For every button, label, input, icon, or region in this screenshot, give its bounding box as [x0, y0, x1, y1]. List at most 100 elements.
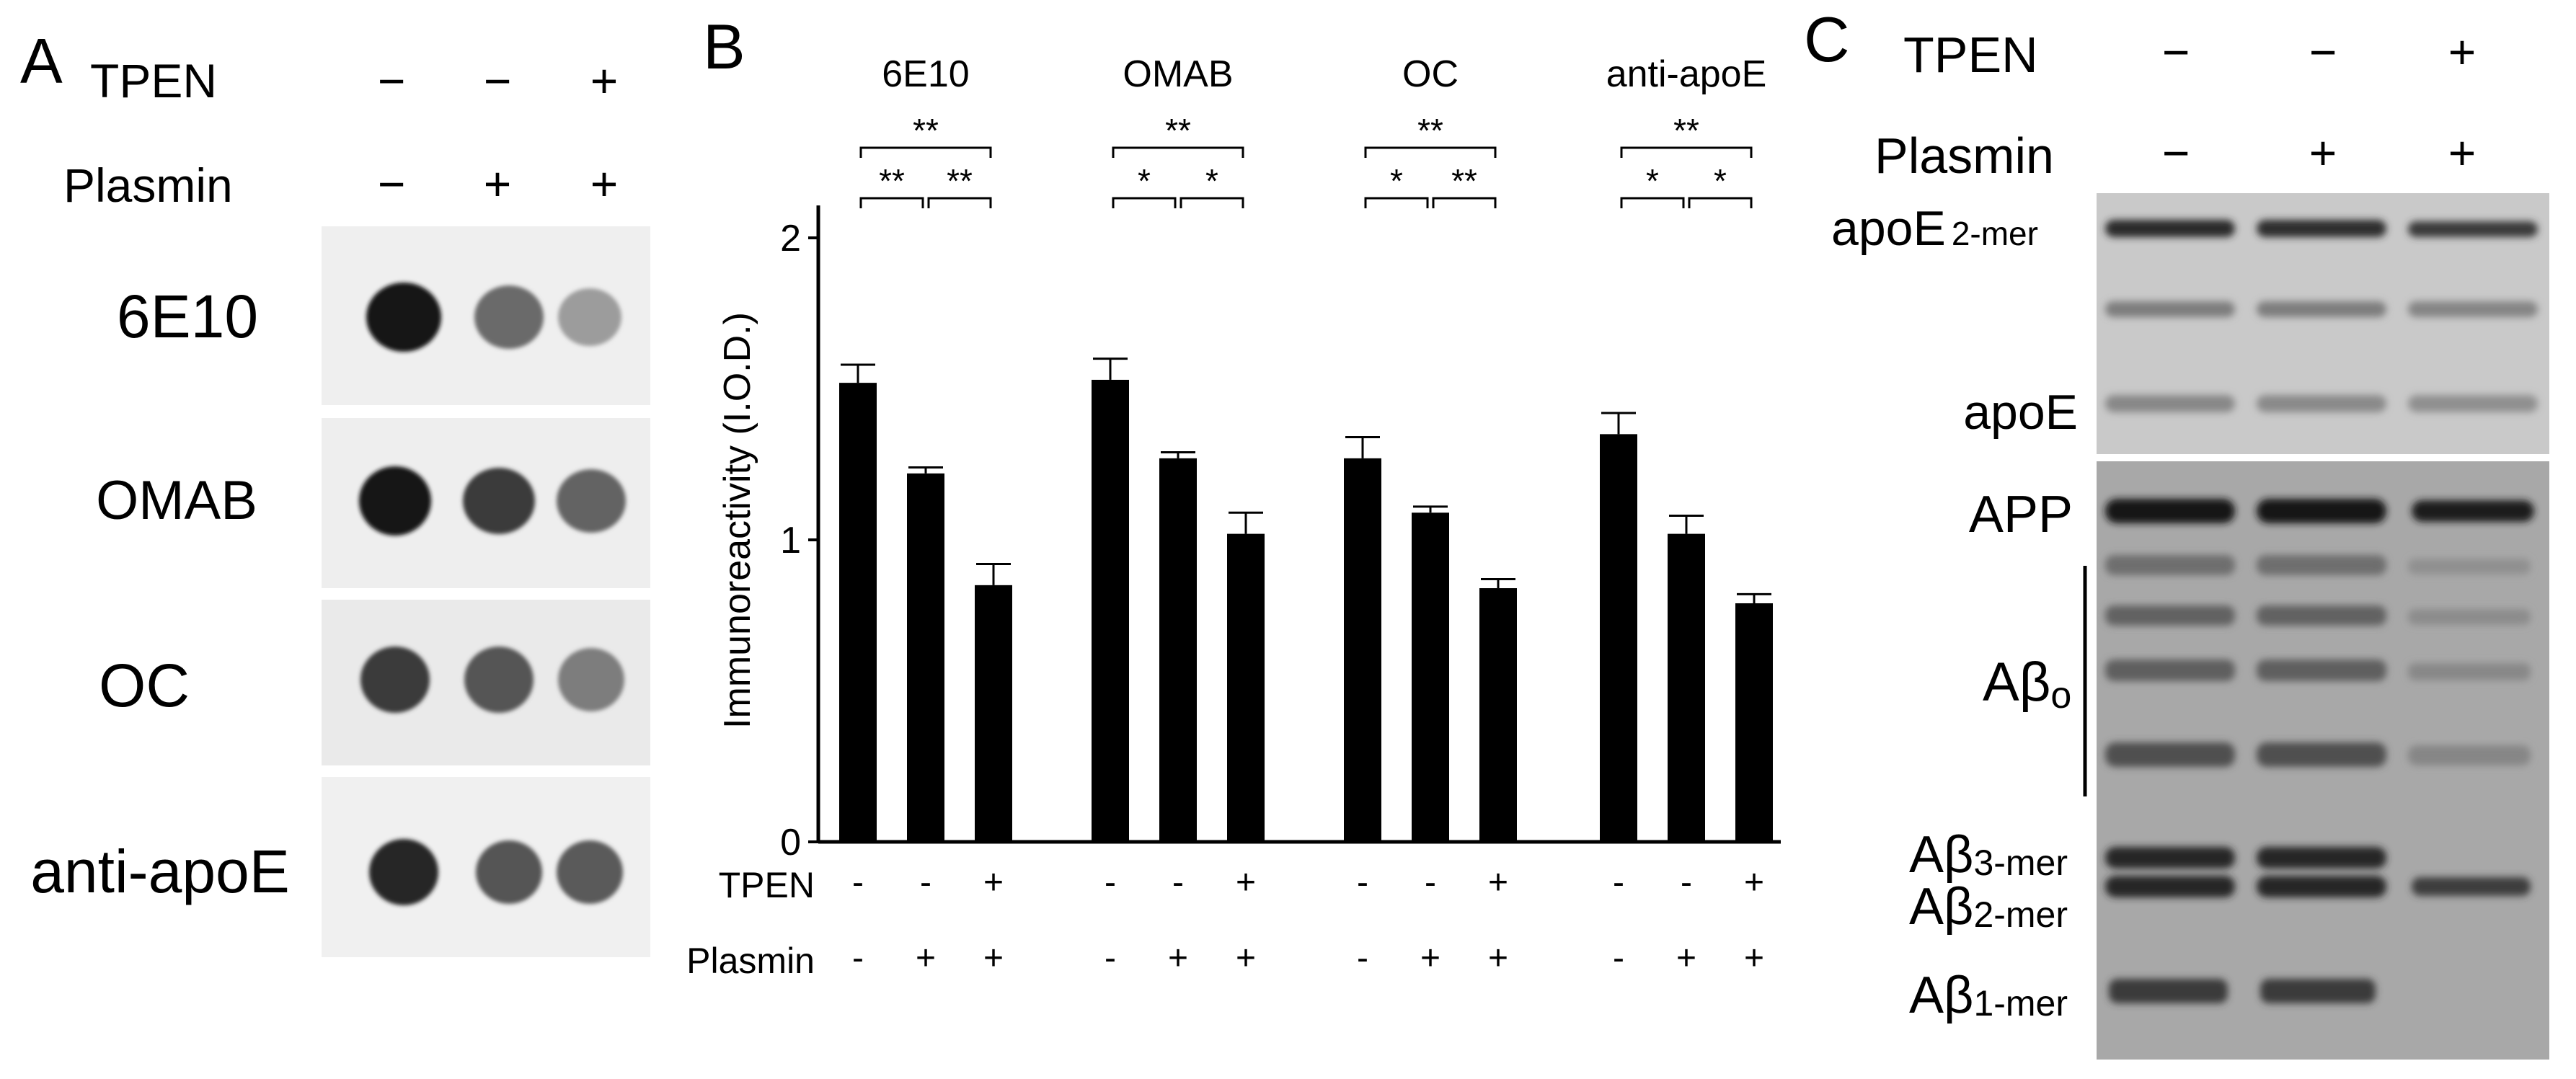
band-abeta-dimer — [2412, 877, 2531, 896]
panel-a-plasmin-sign: − — [378, 157, 406, 210]
panel-c-tpen-signs: − − + — [2162, 25, 2477, 79]
apoe-bands — [2105, 220, 2538, 412]
panel-a-letter: A — [20, 25, 63, 97]
significance-bracket — [1620, 146, 1753, 158]
dot — [369, 839, 438, 905]
band-abeta-oligomer — [2257, 742, 2386, 767]
condition-sign: - — [852, 939, 864, 977]
app-bands — [2105, 499, 2534, 523]
band-abeta-oligomer — [2408, 559, 2531, 574]
bar — [1668, 533, 1705, 842]
panel-a-tpen-sign: + — [590, 54, 619, 107]
band-abeta-dimer — [2257, 876, 2386, 897]
significance-label: ** — [1165, 112, 1191, 149]
band-abeta-oligomer — [2105, 742, 2235, 767]
band-apoe-monomer — [2408, 395, 2538, 412]
significance-label: * — [1714, 162, 1727, 200]
label-abeta-oligomer: Aβo — [1983, 652, 2071, 716]
dot — [557, 469, 626, 533]
significance-label: * — [1390, 162, 1403, 200]
bar — [1479, 588, 1517, 842]
band-abeta-oligomer — [2408, 663, 2531, 680]
abeta-monomer-bands — [2109, 979, 2376, 1003]
band-abeta-oligomer — [2105, 555, 2235, 575]
condition-row-label: TPEN — [719, 865, 815, 905]
label-abeta-dimer: Aβ2-mer — [1909, 878, 2068, 936]
significance-label: * — [1646, 162, 1659, 200]
band-abeta-oligomer — [2105, 660, 2235, 681]
condition-sign: - — [1105, 939, 1116, 977]
dot — [359, 466, 431, 536]
row-label-omab: OMAB — [96, 470, 257, 531]
condition-sign: - — [852, 863, 864, 902]
band-app — [2105, 499, 2235, 523]
bar — [1412, 512, 1449, 842]
panel-c-tpen-label: TPEN — [1903, 27, 2038, 83]
bar — [1600, 434, 1637, 842]
bar — [907, 473, 944, 842]
row-label-oc: OC — [99, 652, 190, 719]
dot — [366, 283, 441, 352]
panel-a-tpen-signs: − − + — [378, 54, 619, 107]
condition-sign: + — [983, 939, 1004, 977]
condition-sign: - — [1172, 863, 1184, 902]
band-abeta-oligomer — [2105, 605, 2235, 626]
condition-sign: + — [1168, 939, 1188, 977]
panel-c-tpen-sign: − — [2309, 25, 2337, 79]
band-abeta-oligomer — [2408, 609, 2531, 625]
dot — [464, 647, 534, 713]
dot-blot-row-oc: OC — [99, 600, 650, 765]
panel-c-letter: C — [1804, 4, 1850, 75]
dot — [558, 288, 621, 346]
condition-sign: - — [1613, 863, 1624, 902]
band-apoe-mid — [2257, 301, 2386, 317]
panel-a-tpen-sign: − — [484, 54, 512, 107]
bar — [975, 585, 1012, 842]
dot-blot-row-anti-apoe: anti-apoE — [30, 777, 650, 957]
significance-bracket — [1179, 197, 1244, 208]
y-tick-label: 1 — [780, 520, 801, 561]
panel-a-plasmin-signs: − + + — [378, 157, 619, 210]
label-abeta-trimer: Aβ3-mer — [1909, 826, 2068, 884]
condition-sign: + — [1236, 939, 1256, 977]
band-abeta-oligomer — [2408, 745, 2531, 765]
y-axis-label: Immunoreactivity (I.O.D.) — [717, 312, 758, 729]
dot — [557, 840, 623, 904]
condition-sign: + — [1236, 863, 1256, 902]
panel-a: A TPEN Plasmin − − + − + + 6E10 OMAB — [20, 25, 650, 957]
bar — [1735, 603, 1773, 842]
abeta-oligomer-bands — [2105, 555, 2531, 767]
significance-bracket — [1112, 197, 1177, 208]
condition-sign: - — [1105, 863, 1116, 902]
significance-label: ** — [879, 162, 905, 200]
panel-c-tpen-sign: − — [2162, 25, 2190, 79]
significance-bracket — [1364, 146, 1497, 158]
panel-a-tpen-sign: − — [378, 54, 406, 107]
band-apoe-dimer — [2105, 220, 2235, 237]
bar — [1227, 533, 1265, 842]
significance-bracket — [859, 146, 992, 158]
band-app — [2412, 500, 2534, 522]
panel-c-tpen-sign: + — [2448, 25, 2477, 79]
panel-c-plasmin-sign: + — [2309, 126, 2337, 179]
band-abeta-monomer — [2260, 979, 2376, 1003]
significance-label: ** — [913, 112, 939, 149]
condition-sign: + — [1744, 939, 1764, 977]
band-abeta-oligomer — [2257, 555, 2386, 575]
condition-sign: - — [920, 863, 931, 902]
band-abeta-trimer — [2105, 847, 2235, 869]
significance-bracket — [1364, 197, 1429, 208]
band-abeta-monomer — [2109, 979, 2228, 1003]
dot-blot-row-omab: OMAB — [96, 418, 650, 588]
y-tick-label: 2 — [780, 218, 801, 259]
dot — [360, 647, 430, 713]
significance-bracket — [1620, 197, 1685, 208]
significance-bracket — [1688, 197, 1753, 208]
band-abeta-oligomer — [2257, 660, 2386, 681]
condition-sign: + — [983, 863, 1004, 902]
condition-sign: + — [1420, 939, 1440, 977]
band-apoe-monomer — [2105, 395, 2235, 412]
band-apoe-mid — [2408, 301, 2538, 317]
